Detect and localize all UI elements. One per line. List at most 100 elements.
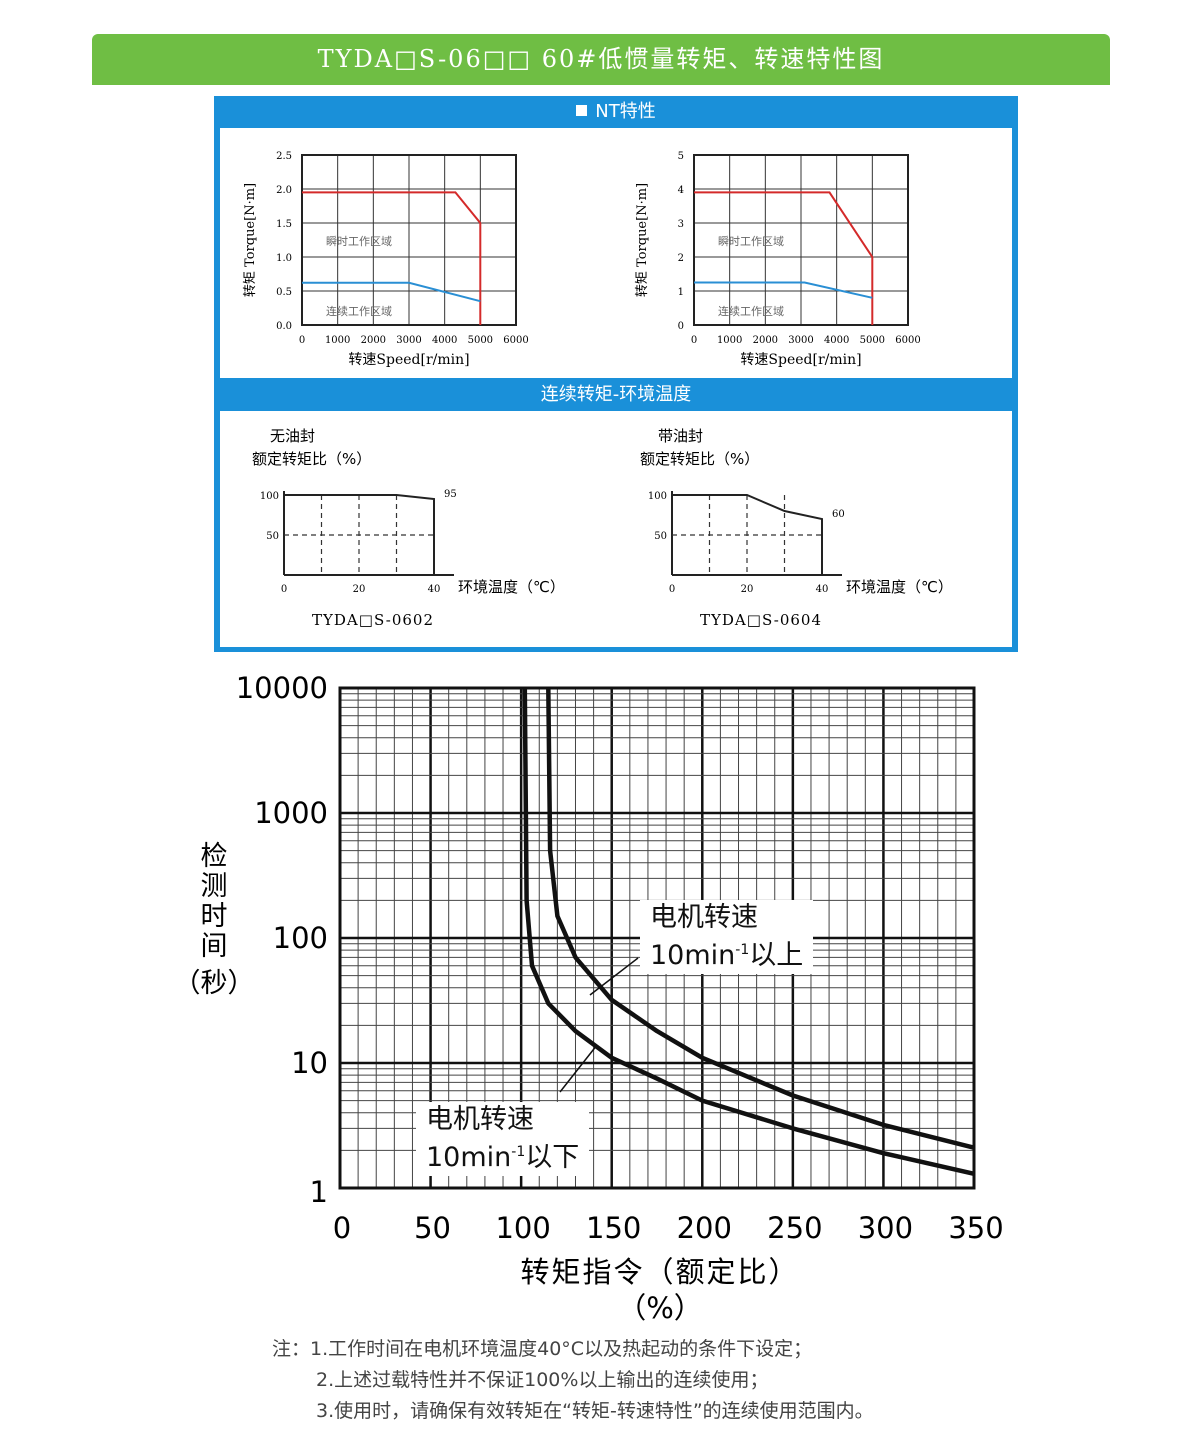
x-tick-label: 6000 <box>503 335 528 346</box>
x-tick-label: 20 <box>353 584 366 595</box>
x-axis-unit: （%） <box>617 1291 703 1325</box>
y-tick-label: 1000 <box>254 796 328 830</box>
x-tick-label: 0 <box>281 584 287 595</box>
x-tick-label: 5000 <box>468 335 493 346</box>
x-tick-label: 20 <box>741 584 754 595</box>
x-tick-label: 300 <box>858 1211 913 1245</box>
legend-label-above-line2: 10min-1以上 <box>650 940 804 971</box>
leader-line-below <box>559 1044 598 1093</box>
y-tick-label: 0.5 <box>276 287 292 298</box>
x-tick-label: 4000 <box>432 335 457 346</box>
x-tick-label: 1000 <box>717 335 742 346</box>
x-tick-label: 3000 <box>788 335 813 346</box>
y-tick-label: 3 <box>678 219 684 230</box>
x-tick-label: 150 <box>586 1211 641 1245</box>
y-tick-label: 10000 <box>236 671 328 705</box>
nt-plot-frame <box>693 154 909 326</box>
y-axis-label-unit: （秒） <box>174 968 255 999</box>
page-title: TYDA□S-06□□ 60#低惯量转矩、转速特性图 <box>317 45 885 73</box>
y-tick-label: 100 <box>260 491 279 502</box>
overload-chart: 0 50 100 150 200 250 300 350 1 10 100 1000 10000 转矩指令… <box>174 671 1004 1325</box>
peak-torque-line <box>302 191 482 325</box>
note-1: 注：1.工作时间在电机环境温度40°C以及热起动的条件下设定； <box>272 1338 813 1360</box>
y-tick-label: 1.5 <box>276 219 292 230</box>
y-tick-label: 4 <box>678 185 684 196</box>
x-tick-label: 2000 <box>753 335 778 346</box>
x-tick-label: 6000 <box>895 335 920 346</box>
env-y-axis-label: 额定转矩比（%） <box>252 450 371 468</box>
end-value-label: 60 <box>832 509 845 520</box>
characteristics-panel: NT特性 0 1000 2000 3000 4000 5000 6000 0.0 0.5 1.0 1… <box>214 96 1018 652</box>
nt-chart-0604: 0 1000 2000 3000 4000 5000 6000 0 1 2 3 4 5 转速Speed[r… <box>635 151 921 368</box>
x-axis-label: 转速Speed[r/min] <box>740 352 861 368</box>
x-tick-label: 1000 <box>325 335 350 346</box>
x-tick-label: 200 <box>677 1211 732 1245</box>
nt-section-title: NT特性 <box>595 101 656 122</box>
y-axis-label: 转矩 Torque[N·m] <box>243 183 258 297</box>
x-tick-label: 40 <box>428 584 441 595</box>
y-tick-label: 5 <box>678 151 684 162</box>
region-label-peak: 瞬时工作区域 <box>326 235 392 248</box>
x-tick-label: 0 <box>691 335 697 346</box>
y-tick-label: 0.0 <box>276 321 292 332</box>
y-axis-label-char: 检 <box>201 841 228 872</box>
x-axis-label: 转矩指令（额定比） <box>520 1255 799 1289</box>
legend-label-below-line2: 10min-1以下 <box>426 1142 580 1173</box>
y-tick-label: 50 <box>654 531 667 542</box>
region-label-peak: 瞬时工作区域 <box>718 235 784 248</box>
end-value-label: 95 <box>444 489 457 500</box>
y-tick-label: 1 <box>310 1175 328 1209</box>
env-chart-title: 带油封 <box>658 427 703 445</box>
legend-label-below-line1: 电机转速 <box>426 1104 534 1135</box>
peak-torque-line <box>694 191 874 325</box>
env-x-axis-label: 环境温度（℃） <box>458 578 565 596</box>
nt-plot-frame <box>301 154 517 326</box>
continuous-torque-line <box>302 281 481 303</box>
note-2: 2.上述过载特性并不保证100%以上输出的连续使用； <box>316 1369 769 1391</box>
notes: 注：1.工作时间在电机环境温度40°C以及热起动的条件下设定； 2.上述过载特性… <box>272 1334 874 1427</box>
title-banner: TYDA□S-06□□ 60#低惯量转矩、转速特性图 <box>92 34 1110 85</box>
nt-section-header: NT特性 <box>214 96 1018 128</box>
nt-section-body: 0 1000 2000 3000 4000 5000 6000 0.0 0.5 1.0 1.5 2.0… <box>220 128 1012 378</box>
y-axis-label: 转矩 Torque[N·m] <box>635 183 650 297</box>
rated-torque-ratio-line <box>284 494 435 575</box>
y-tick-label: 100 <box>648 491 667 502</box>
y-tick-label: 2.5 <box>276 151 292 162</box>
x-tick-label: 2000 <box>361 335 386 346</box>
note-3: 3.使用时，请确保有效转矩在“转矩-转速特性”的连续使用范围内。 <box>316 1400 874 1422</box>
y-tick-label: 1 <box>678 287 684 298</box>
x-tick-label: 250 <box>767 1211 822 1245</box>
y-tick-label: 1.0 <box>276 253 292 264</box>
nt-chart-0602: 0 1000 2000 3000 4000 5000 6000 0.0 0.5 1.0 1.5 2.0… <box>243 151 529 368</box>
x-axis-label: 转速Speed[r/min] <box>348 352 469 368</box>
x-tick-label: 5000 <box>860 335 885 346</box>
env-section-header: 连续转矩-环境温度 <box>214 379 1018 411</box>
legend-label-below-10rpm: 电机转速 10min-1以下 <box>416 1102 590 1176</box>
x-tick-label: 40 <box>816 584 829 595</box>
x-tick-label: 100 <box>495 1211 550 1245</box>
y-tick-label: 50 <box>266 531 279 542</box>
x-tick-label: 0 <box>299 335 305 346</box>
env-section-title: 连续转矩-环境温度 <box>540 384 692 405</box>
continuous-torque-line <box>694 281 873 299</box>
y-axis-label-char: 间 <box>201 931 228 962</box>
y-axis-label-char: 测 <box>201 871 228 902</box>
y-tick-label: 10 <box>291 1046 328 1080</box>
curve-above-10rpm <box>546 687 975 1150</box>
env-y-axis-label: 额定转矩比（%） <box>640 450 759 468</box>
x-tick-label: 3000 <box>396 335 421 346</box>
env-x-axis-label: 环境温度（℃） <box>846 578 953 596</box>
curve-below-10rpm <box>522 687 975 1176</box>
leader-line-above <box>589 957 639 996</box>
y-tick-label: 100 <box>273 921 328 955</box>
x-tick-label: 350 <box>948 1211 1003 1245</box>
y-tick-label: 0 <box>678 321 684 332</box>
y-tick-label: 2.0 <box>276 185 292 196</box>
region-label-continuous: 连续工作区域 <box>326 304 392 318</box>
overload-plot-frame <box>338 686 976 1190</box>
region-label-continuous: 连续工作区域 <box>718 304 784 318</box>
rated-torque-ratio-line <box>672 494 823 575</box>
model-label: TYDA□S-0604 <box>700 611 822 629</box>
model-label: TYDA□S-0602 <box>312 611 434 629</box>
